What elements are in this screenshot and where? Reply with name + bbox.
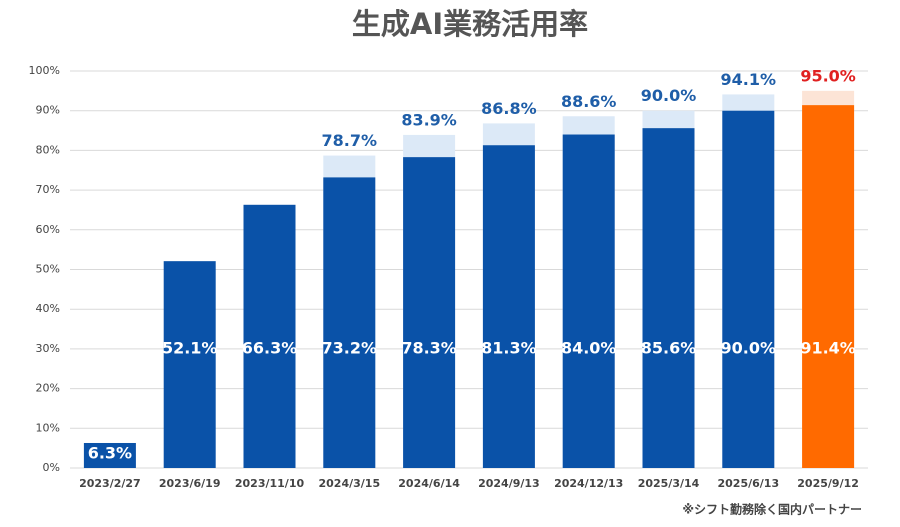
value-label: 94.1% <box>721 70 777 89</box>
y-tick-label: 100% <box>29 64 60 77</box>
value-label: 52.1% <box>162 338 218 357</box>
x-tick-label: 2024/3/15 <box>318 477 380 490</box>
value-label: 73.2% <box>322 338 378 357</box>
y-tick-label: 20% <box>36 382 60 395</box>
bar <box>482 145 535 468</box>
y-tick-label: 60% <box>36 223 60 236</box>
y-tick-label: 10% <box>36 421 60 434</box>
x-tick-label: 2023/2/27 <box>79 477 141 490</box>
bar <box>403 157 456 469</box>
value-label: 84.0% <box>561 338 617 357</box>
value-label: 90.0% <box>721 338 777 357</box>
y-tick-label: 50% <box>36 263 60 276</box>
value-label: 78.7% <box>322 131 378 150</box>
bar <box>323 177 376 468</box>
bar <box>83 442 136 468</box>
x-tick-label: 2024/6/14 <box>398 477 460 490</box>
bar <box>642 128 695 468</box>
x-tick-label: 2025/6/13 <box>717 477 779 490</box>
bar <box>562 134 615 468</box>
y-tick-label: 90% <box>36 104 60 117</box>
value-label: 90.0% <box>641 86 697 105</box>
x-tick-label: 2023/6/19 <box>159 477 221 490</box>
value-label: 81.3% <box>481 338 537 357</box>
x-tick-label: 2024/9/13 <box>478 477 540 490</box>
y-tick-label: 70% <box>36 183 60 196</box>
bar <box>802 105 855 468</box>
x-tick-label: 2025/9/12 <box>797 477 859 490</box>
bar <box>243 204 296 468</box>
value-label: 88.6% <box>561 92 617 111</box>
y-tick-label: 30% <box>36 342 60 355</box>
value-label: 6.3% <box>88 443 132 462</box>
value-label: 85.6% <box>641 338 697 357</box>
x-tick-label: 2024/12/13 <box>554 477 623 490</box>
x-tick-label: 2025/3/14 <box>638 477 700 490</box>
bar <box>722 110 775 468</box>
value-label: 95.0% <box>800 66 856 85</box>
value-label: 91.4% <box>800 338 856 357</box>
bar <box>163 261 216 468</box>
value-label: 78.3% <box>401 338 457 357</box>
y-tick-label: 40% <box>36 302 60 315</box>
x-tick-label: 2023/11/10 <box>235 477 305 490</box>
value-label: 86.8% <box>481 99 537 118</box>
y-tick-label: 0% <box>43 461 60 474</box>
chart-title: 生成AI業務活用率 <box>352 7 588 41</box>
value-label: 83.9% <box>401 110 457 129</box>
y-tick-label: 80% <box>36 143 60 156</box>
value-label: 66.3% <box>242 338 298 357</box>
note: ※シフト勤務除く国内パートナー <box>682 502 862 517</box>
